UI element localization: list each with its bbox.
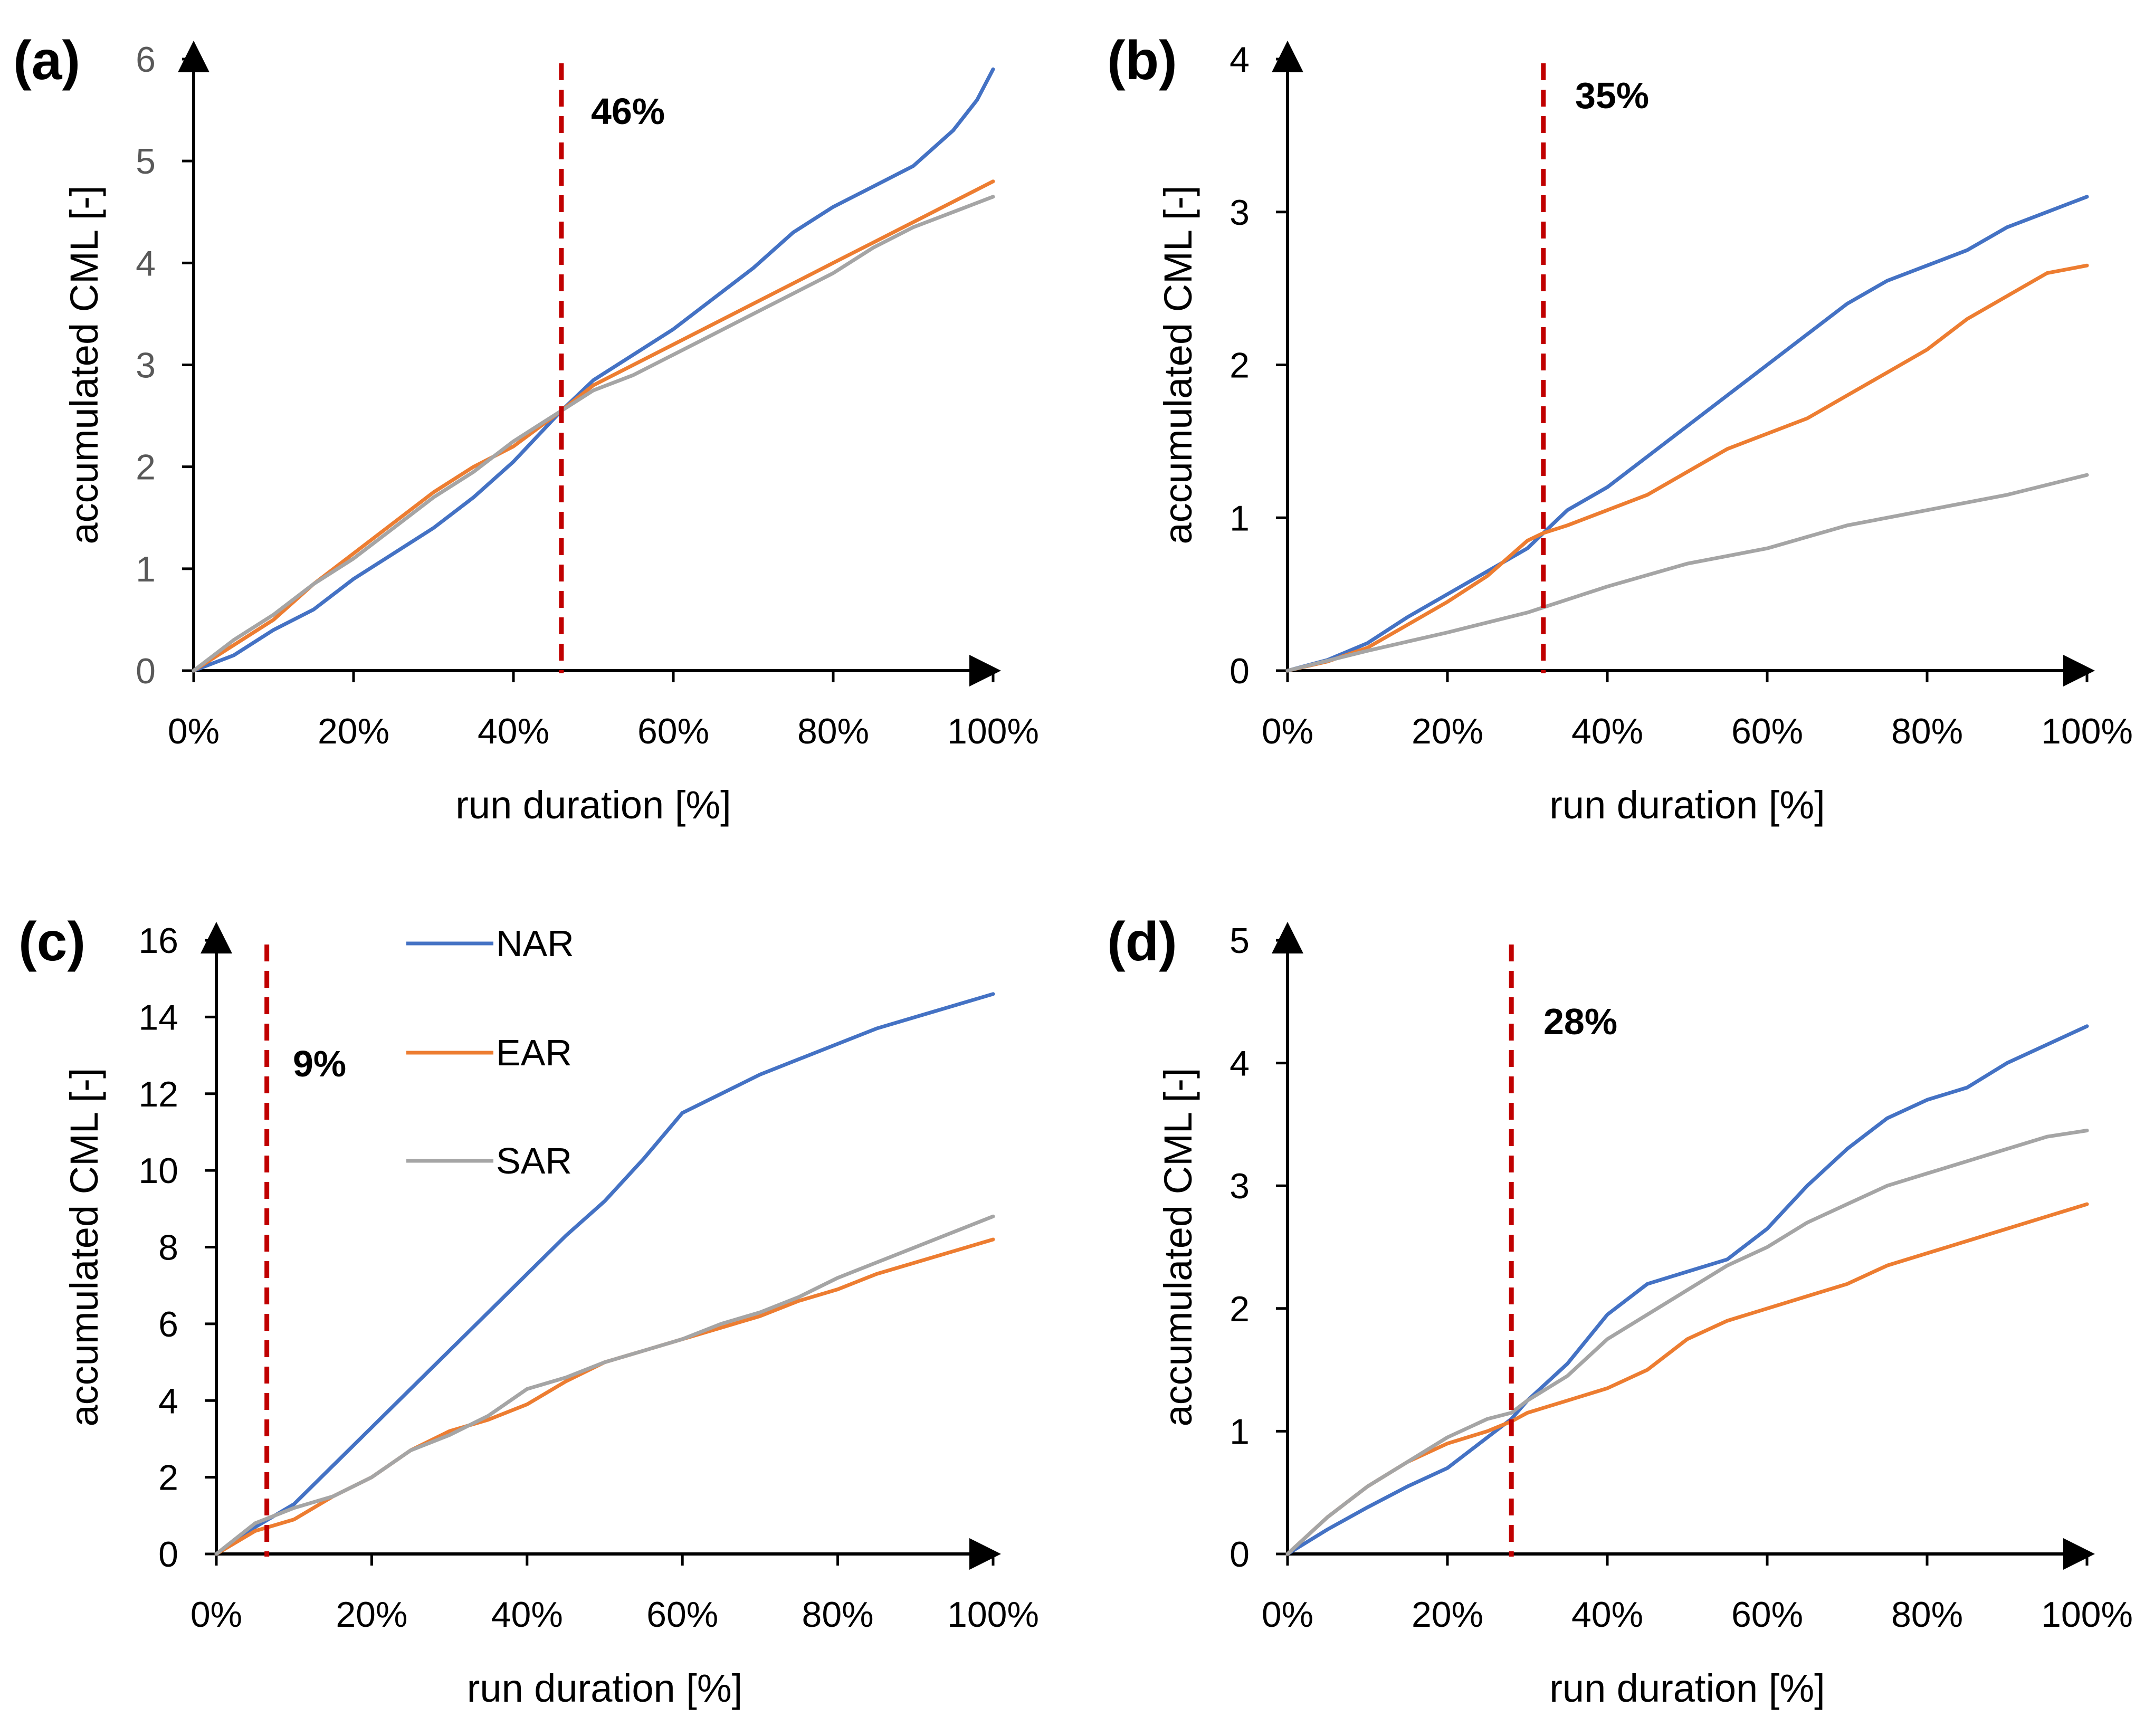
y-tick-label: 14 [138, 997, 178, 1037]
y-tick-label: 6 [158, 1304, 178, 1344]
series-line-nar [214, 992, 995, 1556]
series-line-ear [214, 1237, 995, 1556]
legend-label: SAR [496, 1140, 572, 1181]
x-axis-title: run duration [%] [467, 1666, 742, 1710]
y-tick-label: 0 [136, 651, 156, 691]
series-line-nar [192, 67, 995, 673]
x-tick-label: 80% [1891, 711, 1963, 751]
threshold-marker-label: 9% [293, 1043, 346, 1084]
y-tick-label: 0 [1230, 651, 1250, 691]
x-tick-label: 0% [168, 711, 220, 751]
x-tick-label: 20% [318, 711, 389, 751]
x-tick-label: 60% [637, 711, 709, 751]
x-tick-label: 0% [190, 1595, 242, 1635]
y-tick-label: 2 [1230, 346, 1250, 386]
series-line-sar [1285, 473, 2089, 673]
series-line-sar [192, 195, 995, 673]
legend-label: NAR [496, 923, 574, 964]
y-tick-label: 8 [158, 1228, 178, 1268]
series-line-nar [1285, 195, 2089, 673]
x-tick-label: 80% [797, 711, 869, 751]
y-axis-title: accumulated CML [-] [62, 1068, 106, 1427]
x-axis-title: run duration [%] [1549, 1666, 1825, 1710]
x-axis-title: run duration [%] [455, 783, 731, 827]
panel-label: (d) [1107, 911, 1177, 972]
y-tick-label: 16 [138, 921, 178, 961]
series-line-ear [1285, 263, 2089, 673]
y-tick-label: 4 [136, 243, 156, 283]
x-tick-label: 0% [1262, 711, 1313, 751]
series-line-sar [214, 1214, 995, 1556]
legend: NAR EAR SAR [406, 923, 574, 1181]
chart-panel-4: (d) 0 1 2 3 4 5 0% 20% 40% 60% 80% 100% run duration … [1107, 911, 2133, 1710]
legend-label: EAR [496, 1032, 572, 1073]
threshold-marker-label: 35% [1575, 75, 1649, 116]
y-tick-label: 5 [1230, 921, 1250, 961]
y-tick-label: 3 [136, 346, 156, 386]
y-tick-label: 5 [136, 141, 156, 182]
x-tick-label: 60% [1731, 711, 1803, 751]
legend-item-nar: NAR [406, 923, 574, 964]
y-axis-title: accumulated CML [-] [1156, 1068, 1200, 1427]
y-tick-label: 3 [1230, 193, 1250, 233]
y-tick-label: 0 [158, 1534, 178, 1575]
panel-label: (c) [18, 911, 85, 972]
chart-panel-3: (c) 0 2 4 6 8 10 12 14 16 0% 20% 40% 60% 80% 100% run du… [18, 911, 1039, 1710]
panel-label: (b) [1107, 30, 1177, 91]
x-tick-label: 20% [336, 1595, 407, 1635]
y-tick-label: 2 [158, 1458, 178, 1498]
y-tick-label: 1 [1230, 1411, 1250, 1452]
y-tick-label: 0 [1230, 1534, 1250, 1575]
y-tick-label: 4 [158, 1381, 178, 1421]
x-tick-label: 0% [1262, 1595, 1313, 1635]
series-line-ear [1285, 1202, 2089, 1556]
x-tick-label: 20% [1412, 1595, 1483, 1635]
x-tick-label: 60% [646, 1595, 718, 1635]
y-tick-label: 4 [1230, 40, 1250, 80]
x-tick-label: 40% [1571, 711, 1643, 751]
panel-label: (a) [13, 30, 80, 91]
x-axis-title: run duration [%] [1549, 783, 1825, 827]
y-tick-label: 1 [136, 549, 156, 589]
y-tick-label: 4 [1230, 1044, 1250, 1084]
legend-item-sar: SAR [406, 1140, 572, 1181]
x-tick-label: 60% [1731, 1595, 1803, 1635]
x-tick-label: 100% [947, 1595, 1039, 1635]
x-tick-label: 40% [1571, 1595, 1643, 1635]
y-axis-title: accumulated CML [-] [1156, 186, 1200, 545]
y-tick-label: 1 [1230, 498, 1250, 538]
x-tick-label: 80% [1891, 1595, 1963, 1635]
threshold-marker-label: 28% [1543, 1001, 1617, 1042]
x-tick-label: 40% [478, 711, 549, 751]
y-tick-label: 6 [136, 40, 156, 80]
y-tick-label: 2 [136, 447, 156, 488]
series-line-sar [1285, 1129, 2089, 1556]
threshold-marker-label: 46% [591, 91, 665, 132]
x-tick-label: 100% [2041, 1595, 2133, 1635]
y-tick-label: 10 [138, 1151, 178, 1191]
y-tick-label: 3 [1230, 1166, 1250, 1206]
series-line-ear [192, 179, 995, 673]
x-tick-label: 40% [491, 1595, 563, 1635]
y-axis-title: accumulated CML [-] [62, 186, 106, 545]
x-tick-label: 100% [2041, 711, 2133, 751]
series-line-nar [1285, 1024, 2089, 1556]
x-tick-label: 100% [947, 711, 1039, 751]
legend-item-ear: EAR [406, 1032, 572, 1073]
x-tick-label: 20% [1412, 711, 1483, 751]
x-tick-label: 80% [802, 1595, 874, 1635]
y-tick-label: 12 [138, 1074, 178, 1114]
y-tick-label: 2 [1230, 1289, 1250, 1329]
